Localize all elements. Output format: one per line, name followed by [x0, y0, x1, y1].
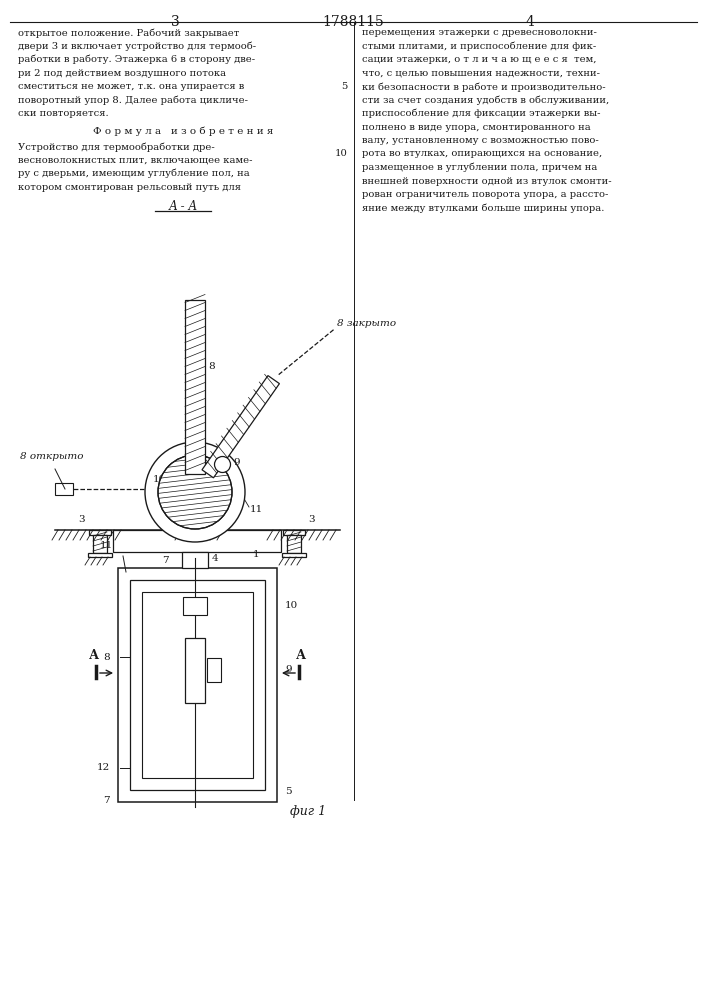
Text: 8 открыто: 8 открыто — [20, 452, 83, 461]
Text: ки безопасности в работе и производительно-: ки безопасности в работе и производитель… — [362, 82, 606, 92]
Bar — [183, 597, 207, 615]
Text: А: А — [89, 649, 99, 662]
Text: полнено в виде упора, смонтированного на: полнено в виде упора, смонтированного на — [362, 122, 591, 131]
Text: открытое положение. Рабочий закрывает: открытое положение. Рабочий закрывает — [18, 28, 240, 37]
Bar — [130, 580, 265, 790]
Bar — [287, 535, 301, 553]
Text: двери 3 и включает устройство для термооб-: двери 3 и включает устройство для термоо… — [18, 41, 256, 51]
Bar — [88, 553, 112, 557]
Text: рован ограничитель поворота упора, а рассто-: рован ограничитель поворота упора, а рас… — [362, 190, 609, 199]
Text: 3: 3 — [78, 515, 86, 524]
Text: 3: 3 — [170, 15, 180, 29]
Text: яние между втулками больше ширины упора.: яние между втулками больше ширины упора. — [362, 204, 604, 213]
Bar — [118, 568, 277, 802]
Text: 5: 5 — [285, 788, 291, 796]
Bar — [142, 592, 253, 778]
Text: 8: 8 — [208, 362, 215, 371]
Text: ри 2 под действием воздушного потока: ри 2 под действием воздушного потока — [18, 68, 226, 78]
Text: валу, установленному с возможностью пово-: валу, установленному с возможностью пово… — [362, 136, 599, 145]
Bar — [282, 553, 306, 557]
Text: котором смонтирован рельсовый путь для: котором смонтирован рельсовый путь для — [18, 182, 241, 192]
Text: 4: 4 — [525, 15, 534, 29]
Text: стыми плитами, и приспособление для фик-: стыми плитами, и приспособление для фик- — [362, 41, 596, 51]
Text: 1788115: 1788115 — [322, 15, 384, 29]
Bar — [287, 535, 301, 553]
Text: 12: 12 — [97, 764, 110, 772]
Bar — [113, 530, 281, 552]
Bar — [185, 300, 205, 474]
Bar — [55, 483, 73, 495]
Text: работки в работу. Этажерка 6 в сторону две-: работки в работу. Этажерка 6 в сторону д… — [18, 55, 255, 64]
Bar — [185, 638, 205, 702]
Text: 3: 3 — [309, 515, 315, 524]
Text: 7: 7 — [162, 556, 168, 565]
Text: что, с целью повышения надежности, техни-: что, с целью повышения надежности, техни… — [362, 68, 600, 78]
Bar — [93, 535, 107, 553]
Bar — [185, 300, 205, 474]
Text: 10: 10 — [153, 476, 166, 485]
Text: сации этажерки, о т л и ч а ю щ е е с я  тем,: сации этажерки, о т л и ч а ю щ е е с я … — [362, 55, 597, 64]
Bar — [93, 535, 107, 553]
Bar — [182, 552, 208, 568]
Text: размещенное в углублении пола, причем на: размещенное в углублении пола, причем на — [362, 163, 597, 172]
Text: перемещения этажерки с древесноволокни-: перемещения этажерки с древесноволокни- — [362, 28, 597, 37]
Text: рота во втулках, опирающихся на основание,: рота во втулках, опирающихся на основани… — [362, 149, 602, 158]
Text: 10: 10 — [285, 601, 298, 610]
Text: 9: 9 — [285, 666, 291, 674]
Circle shape — [158, 455, 232, 529]
Text: 5: 5 — [341, 82, 348, 91]
Text: 8: 8 — [103, 652, 110, 662]
Text: А: А — [296, 649, 306, 662]
Text: ру с дверьми, имеющим углубление пол, на: ру с дверьми, имеющим углубление пол, на — [18, 169, 250, 178]
Text: сти за счет создания удобств в обслуживании,: сти за счет создания удобств в обслужива… — [362, 96, 609, 105]
Circle shape — [214, 456, 230, 473]
Bar — [89, 530, 111, 535]
Circle shape — [145, 442, 245, 542]
Text: 11: 11 — [100, 541, 113, 550]
Text: 10: 10 — [335, 149, 348, 158]
Text: А - А: А - А — [168, 200, 198, 213]
Text: 4: 4 — [212, 554, 218, 563]
Text: фиг 1: фиг 1 — [290, 805, 326, 818]
Bar — [207, 658, 221, 682]
Text: поворотный упор 8. Далее работа цикличе-: поворотный упор 8. Далее работа цикличе- — [18, 96, 248, 105]
Text: Устройство для термообработки дре-: Устройство для термообработки дре- — [18, 142, 215, 151]
Text: приспособление для фиксации этажерки вы-: приспособление для фиксации этажерки вы- — [362, 109, 600, 118]
Text: 7: 7 — [103, 796, 110, 805]
Text: 11: 11 — [250, 506, 263, 514]
Text: 1: 1 — [253, 550, 259, 559]
Text: сместиться не может, т.к. она упирается в: сместиться не может, т.к. она упирается … — [18, 82, 244, 91]
Text: 8 закрыто: 8 закрыто — [337, 319, 396, 328]
Polygon shape — [202, 376, 279, 478]
Text: весноволокнистых плит, включающее каме-: весноволокнистых плит, включающее каме- — [18, 155, 252, 164]
Bar — [283, 530, 305, 535]
Text: 9: 9 — [233, 458, 240, 467]
Text: внешней поверхности одной из втулок смонти-: внешней поверхности одной из втулок смон… — [362, 176, 612, 186]
Text: Ф о р м у л а   и з о б р е т е н и я: Ф о р м у л а и з о б р е т е н и я — [93, 126, 273, 136]
Text: ски повторяется.: ски повторяется. — [18, 109, 109, 118]
